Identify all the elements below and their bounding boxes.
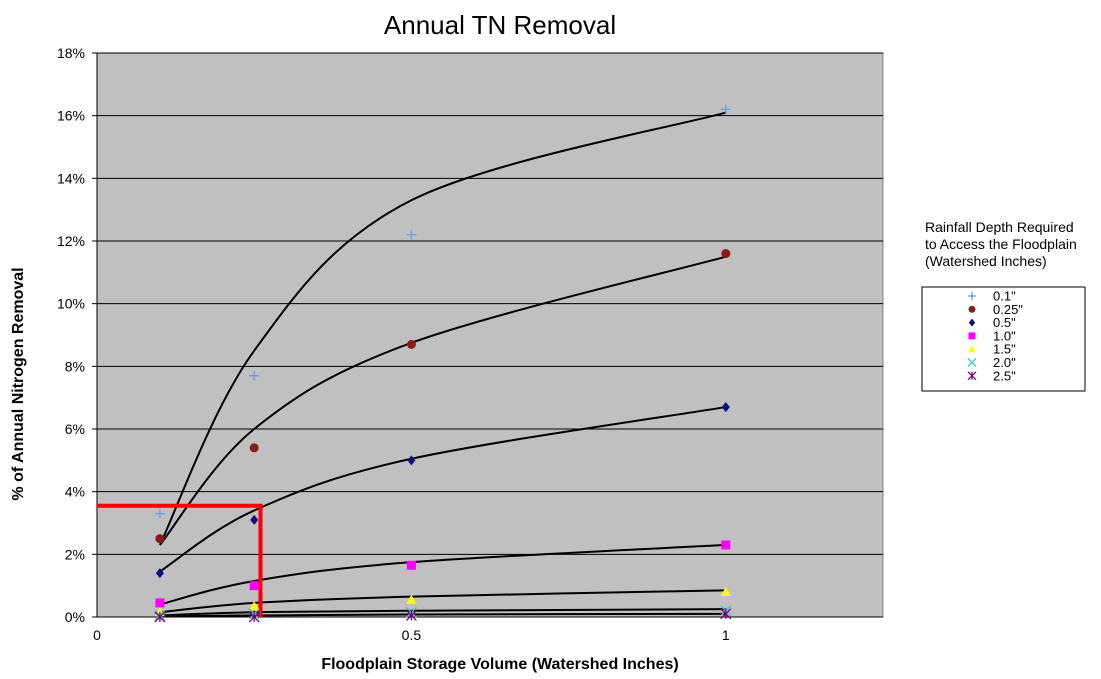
legend: 0.1"0.25"0.5"1.0"1.5"2.0"2.5" [967, 289, 1023, 383]
data-point [720, 586, 731, 596]
y-tick-label: 18% [57, 45, 85, 61]
data-point [249, 370, 260, 381]
annotation-line [97, 503, 263, 617]
legend-label: 2.5" [993, 368, 1016, 383]
data-point [155, 534, 165, 544]
trendline [159, 543, 726, 606]
data-point [249, 443, 259, 453]
y-tick-label: 4% [65, 484, 85, 500]
y-axis-title: % of Annual Nitrogen Removal [10, 267, 27, 500]
legend-item: 0.1" [968, 289, 1016, 304]
data-point [406, 339, 416, 349]
trendline [159, 608, 726, 617]
data-points [154, 104, 732, 623]
legend-label: 0.25" [993, 302, 1023, 317]
legend-item: 1.0" [968, 328, 1016, 343]
x-tick-label: 0.5 [402, 627, 422, 643]
data-point [249, 581, 259, 591]
data-point [720, 608, 732, 620]
legend-label: 0.1" [993, 289, 1016, 304]
y-tick-label: 8% [65, 358, 85, 374]
legend-item: 2.5" [967, 368, 1016, 383]
data-point [248, 611, 260, 623]
data-point [406, 229, 417, 240]
legend-label: 1.5" [993, 342, 1016, 357]
x-tick-labels: 0 0.5 1 [93, 627, 730, 643]
data-point [967, 358, 977, 367]
legend-label: 0.5" [993, 315, 1016, 330]
y-tick-label: 16% [57, 108, 85, 124]
legend-item: 0.5" [968, 315, 1016, 330]
chart-title: Annual TN Removal [384, 10, 616, 40]
trendline [159, 255, 727, 546]
legend-item: 2.0" [967, 355, 1016, 370]
x-tick-label: 0 [93, 627, 101, 643]
y-tick-label: 2% [65, 546, 85, 562]
legend-title-line: (Watershed Inches) [925, 253, 1047, 269]
x-tick-label: 1 [722, 627, 730, 643]
trendline [159, 406, 726, 573]
trendlines [158, 111, 727, 618]
y-tick-label: 10% [57, 296, 85, 312]
legend-item: 1.5" [968, 342, 1016, 357]
data-point [406, 594, 417, 604]
data-point [407, 455, 416, 466]
trendline [159, 589, 726, 614]
legend-label: 1.0" [993, 328, 1016, 343]
y-tick-label: 14% [57, 170, 85, 186]
y-tick-label: 0% [65, 609, 85, 625]
data-point [968, 332, 976, 340]
gridlines [96, 52, 883, 618]
data-point [155, 568, 164, 579]
data-point [154, 611, 166, 623]
legend-title-line: Rainfall Depth Required [925, 219, 1074, 235]
data-point [154, 508, 165, 519]
data-point [721, 249, 731, 259]
data-point [967, 371, 977, 381]
data-point [968, 318, 976, 327]
x-axis-title: Floodplain Storage Volume (Watershed Inc… [321, 656, 678, 673]
data-point [968, 305, 976, 313]
data-point [721, 540, 731, 550]
data-point [155, 598, 165, 608]
data-point [968, 345, 976, 353]
data-point [250, 514, 259, 525]
legend-box [921, 286, 1086, 392]
annotation [97, 503, 263, 617]
legend-title-line: to Access the Floodplain [925, 236, 1077, 252]
legend-item: 0.25" [968, 302, 1023, 317]
y-tick-label: 6% [65, 421, 85, 437]
data-point [721, 402, 730, 413]
trendline [159, 612, 726, 618]
data-point [720, 104, 731, 115]
data-point [968, 292, 976, 300]
data-point [249, 601, 260, 611]
data-point [405, 609, 417, 621]
data-point [406, 560, 416, 570]
legend-label: 2.0" [993, 355, 1016, 370]
y-tick-label: 12% [57, 233, 85, 249]
trendline [158, 111, 727, 546]
y-tick-labels: 0% 2% 4% 6% 8% 10% 12% 14% 16% 18% [57, 45, 97, 625]
